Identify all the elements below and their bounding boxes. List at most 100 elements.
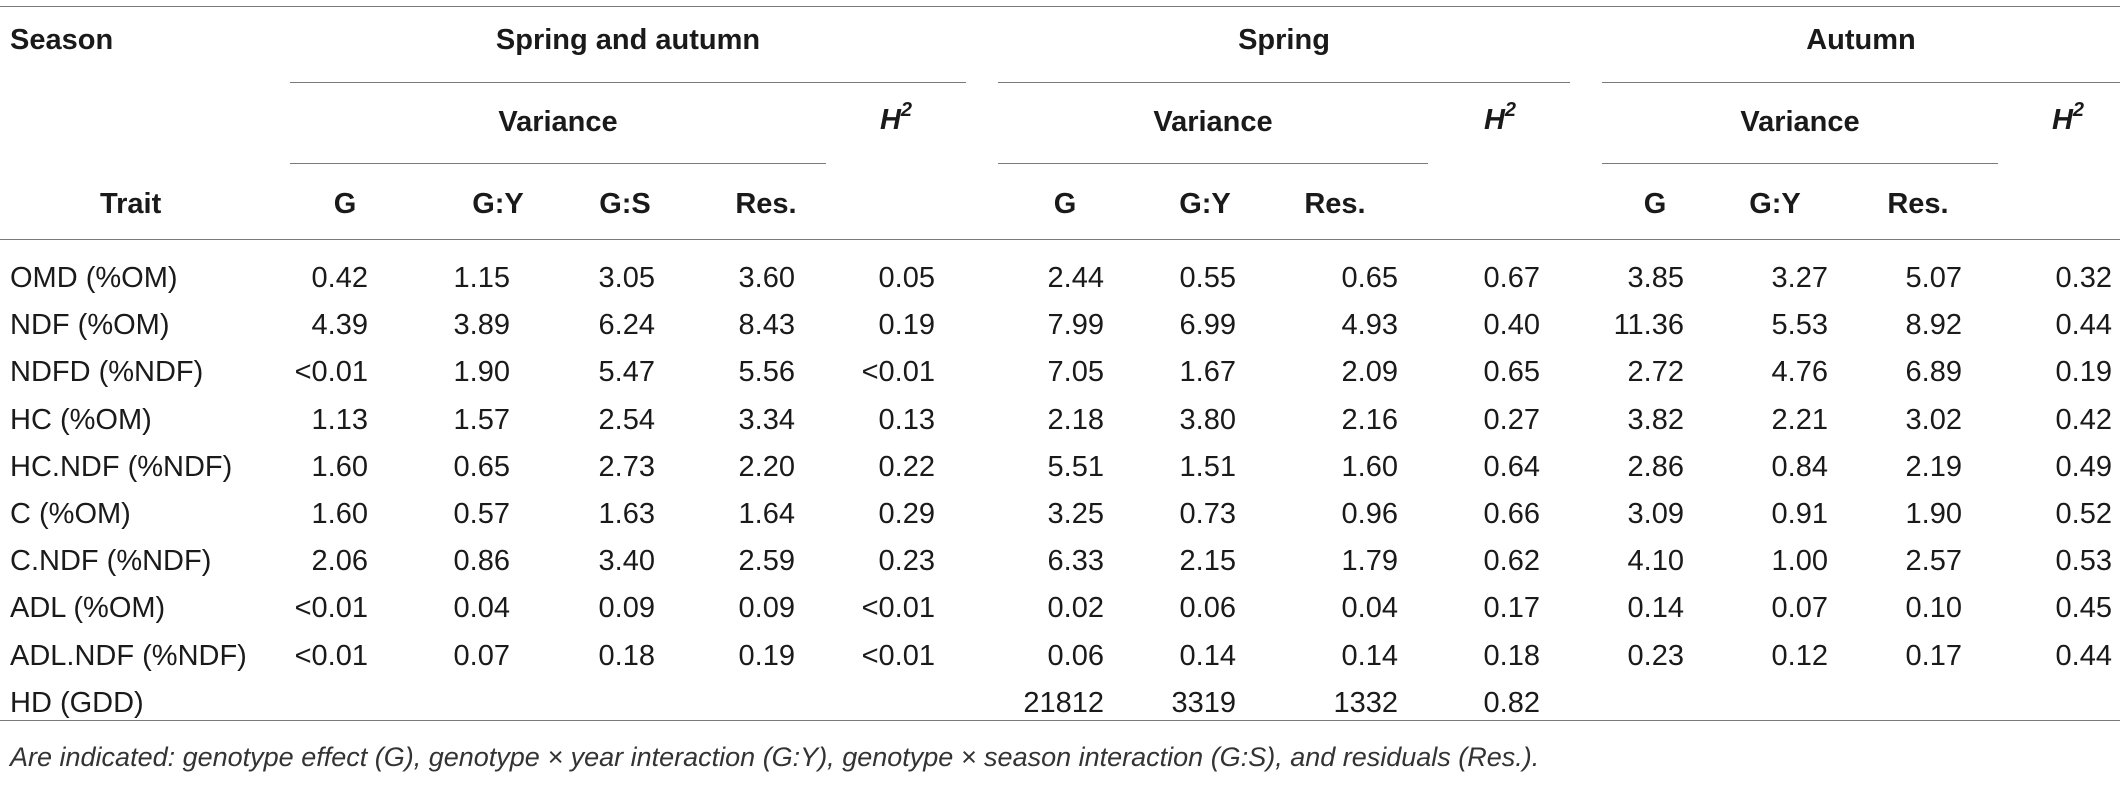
table-cell: 0.12 (1771, 640, 1828, 672)
group-header-spring: Spring (1238, 24, 1330, 56)
table-cell (380, 683, 510, 723)
group-header-autumn: Autumn (1806, 24, 1916, 56)
table-cell: <0.01 (861, 592, 935, 624)
table-cell: 2.73 (598, 451, 655, 483)
table-cell: 1.15 (453, 262, 510, 294)
table-cell: 3.27 (1771, 262, 1828, 294)
variance-header-spring-and-autumn: Variance (498, 106, 618, 138)
header-bottom-rule (0, 239, 2120, 240)
table-cell: 0.23 (1627, 640, 1684, 672)
table-cell: 5.53 (1771, 309, 1828, 341)
table-cell: 0.65 (1483, 356, 1540, 388)
table-cell: 7.99 (1047, 309, 1104, 341)
table-cell: 0.09 (738, 592, 795, 624)
variance-rule-spring (998, 163, 1428, 164)
table-cell: 5.56 (738, 356, 795, 388)
table-cell: 1.67 (1179, 356, 1236, 388)
table-cell: 0.07 (1771, 592, 1828, 624)
table-cell: 0.82 (1483, 687, 1540, 719)
table-cell: 0.44 (2055, 309, 2112, 341)
trait-label: OMD (%OM) (10, 262, 178, 294)
trait-label: C.NDF (%NDF) (10, 545, 212, 577)
table-cell: 1.90 (1905, 498, 1962, 530)
table-cell: 0.62 (1483, 545, 1540, 577)
table-cell: 0.17 (1483, 592, 1540, 624)
season-header: Season (10, 24, 114, 56)
table-cell: 3.80 (1179, 404, 1236, 436)
column-header-spring-and-autumn-1: G:Y (472, 188, 524, 220)
table-cell: 4.93 (1341, 309, 1398, 341)
table-cell: 0.96 (1341, 498, 1398, 530)
variance-rule-spring-autumn (290, 163, 826, 164)
table-cell: 3.34 (738, 404, 795, 436)
variance-header-spring: Variance (1153, 106, 1273, 138)
table-cell: 2.16 (1341, 404, 1398, 436)
column-header-spring-and-autumn-2: G:S (599, 188, 651, 220)
table-cell: 5.07 (1905, 262, 1962, 294)
table-cell: 3.25 (1047, 498, 1104, 530)
table-cell: 5.51 (1047, 451, 1104, 483)
column-header-autumn-0: G (1643, 188, 1667, 220)
table-cell: 1.60 (311, 498, 368, 530)
table-cell: 0.14 (1627, 592, 1684, 624)
table-cell: 0.73 (1179, 498, 1236, 530)
table-cell: 0.45 (2055, 592, 2112, 624)
trait-label: HC (%OM) (10, 404, 152, 436)
table-cell: 1.90 (453, 356, 510, 388)
table-cell: 6.89 (1905, 356, 1962, 388)
heritability-exponent: 2 (2072, 99, 2085, 122)
column-header-spring-and-autumn-3: Res. (735, 188, 797, 220)
table-cell: 2.21 (1771, 404, 1828, 436)
table-cell: 0.42 (311, 262, 368, 294)
table-cell: 2.06 (311, 545, 368, 577)
table-cell: 0.44 (2055, 640, 2112, 672)
table-cell: 8.92 (1905, 309, 1962, 341)
group-header-spring-and-autumn: Spring and autumn (495, 24, 761, 56)
table-cell: 0.05 (878, 262, 935, 294)
table-cell: 2.19 (1905, 451, 1962, 483)
table-cell: <0.01 (294, 356, 368, 388)
table-cell: 2.15 (1179, 545, 1236, 577)
column-header-spring-and-autumn-0: G (333, 188, 357, 220)
table-cell: 1.60 (1341, 451, 1398, 483)
table-cell: 0.55 (1179, 262, 1236, 294)
trait-header: Trait (100, 188, 162, 220)
table-cell: 0.09 (598, 592, 655, 624)
table-cell: 4.10 (1627, 545, 1684, 577)
table-cell: 3.82 (1627, 404, 1684, 436)
table-cell: 0.91 (1771, 498, 1828, 530)
table-cell: 0.53 (2055, 545, 2112, 577)
table-cell: 0.04 (453, 592, 510, 624)
table-cell: 3.60 (738, 262, 795, 294)
heritability-symbol: H (879, 104, 901, 136)
table-cell: 0.18 (1483, 640, 1540, 672)
trait-label: HC.NDF (%NDF) (10, 451, 233, 483)
table-cell: 0.65 (1341, 262, 1398, 294)
table-cell: 21812 (1023, 687, 1104, 719)
table-cell: 0.19 (738, 640, 795, 672)
table-cell (665, 683, 795, 723)
variance-rule-autumn (1602, 163, 1998, 164)
table-cell: 8.43 (738, 309, 795, 341)
table-cell: <0.01 (294, 592, 368, 624)
table-cell: 2.86 (1627, 451, 1684, 483)
table-cell: 0.19 (2055, 356, 2112, 388)
table-cell: 0.23 (878, 545, 935, 577)
column-header-autumn-1: G:Y (1749, 188, 1801, 220)
column-header-spring-0: G (1053, 188, 1077, 220)
table-cell: 1332 (1333, 687, 1398, 719)
table-cell: 0.27 (1483, 404, 1540, 436)
table-cell: 0.29 (878, 498, 935, 530)
trait-label: C (%OM) (10, 498, 131, 530)
table-cell (805, 683, 935, 723)
table-cell: 0.57 (453, 498, 510, 530)
table-cell: 1.63 (598, 498, 655, 530)
table-cell: 1.00 (1771, 545, 1828, 577)
table-cell: 5.47 (598, 356, 655, 388)
heritability-exponent: 2 (900, 99, 913, 122)
table-cell (1832, 683, 1962, 723)
table-cell (525, 683, 655, 723)
table-cell: 1.79 (1341, 545, 1398, 577)
table-cell: 0.65 (453, 451, 510, 483)
